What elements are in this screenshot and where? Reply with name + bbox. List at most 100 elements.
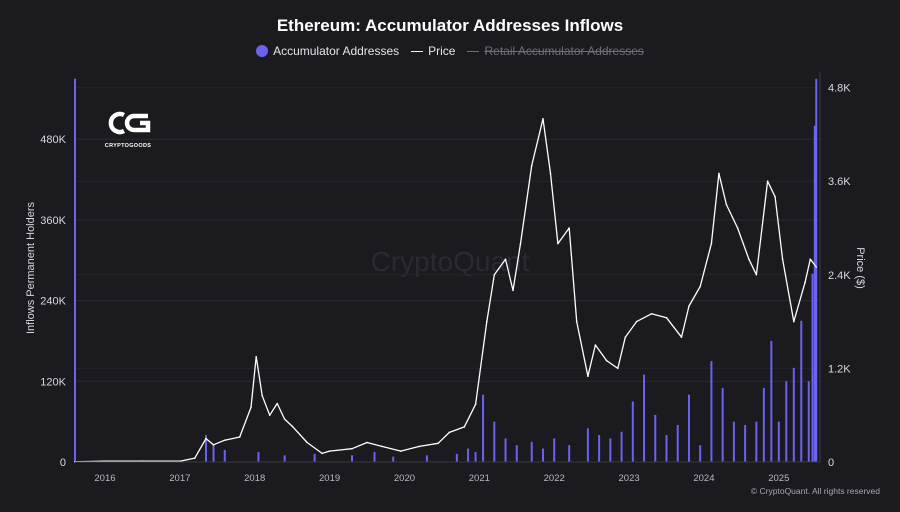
accumulator-bars <box>74 78 818 463</box>
legend-label: Retail Accumulator Addresses <box>484 44 644 58</box>
price-point <box>238 436 241 438</box>
price-point <box>321 452 323 455</box>
accumulator-bar <box>744 425 747 462</box>
x-tick-label: 2020 <box>394 473 415 484</box>
accumulator-bar <box>205 435 208 462</box>
accumulator-bar <box>313 453 316 462</box>
accumulator-bar <box>762 388 765 462</box>
legend-item-accumulator-addresses[interactable]: Accumulator Addresses <box>256 44 399 58</box>
y2-tick-label: 1.2K <box>828 363 851 375</box>
price-point <box>463 426 466 428</box>
price-point <box>328 450 331 452</box>
price-point <box>268 414 271 417</box>
cryptogoods-logo-icon <box>108 111 151 135</box>
price-point <box>519 242 522 245</box>
price-point <box>594 344 597 346</box>
price-point <box>261 394 263 397</box>
accumulator-bar <box>654 414 657 462</box>
legend-item-price[interactable]: Price <box>411 44 455 58</box>
x-tick-label: 2024 <box>693 473 714 484</box>
legend-line-icon <box>467 50 480 52</box>
price-point <box>605 359 608 362</box>
chart-title: Ethereum: Accumulator Addresses Inflows <box>276 16 624 35</box>
price-point <box>774 196 776 198</box>
logo-text: CRYPTOGOODS <box>104 143 152 149</box>
accumulator-bar <box>455 453 458 462</box>
accumulator-bar <box>530 441 533 462</box>
y2-tick-label: 3.6K <box>828 176 851 188</box>
x-tick-label: 2016 <box>94 473 115 484</box>
accumulator-bar <box>351 455 354 462</box>
price-point <box>718 172 720 175</box>
y2-axis-label: Price ($) <box>854 247 866 289</box>
accumulator-bar <box>710 361 713 462</box>
price-point <box>766 180 769 182</box>
price-point <box>366 441 368 444</box>
price-point <box>250 406 252 409</box>
accumulator-bar <box>770 340 773 462</box>
price-point <box>699 285 702 288</box>
accumulator-bar <box>392 456 395 462</box>
accumulator-bar <box>676 425 679 462</box>
accumulator-bar <box>553 438 556 462</box>
x-tick-label: 2019 <box>319 473 340 484</box>
accumulator-bar <box>699 445 702 462</box>
y-tick-label: 120K <box>40 376 66 388</box>
price-point <box>542 118 544 120</box>
price-point <box>680 336 683 339</box>
price-point <box>804 281 806 284</box>
accumulator-bar <box>609 438 612 462</box>
price-point <box>493 274 496 276</box>
accumulator-bar <box>467 448 470 462</box>
accumulator-bar <box>732 421 735 462</box>
price-point <box>736 227 739 229</box>
legend-dot-icon <box>256 45 269 57</box>
price-point <box>437 442 439 445</box>
y2-tick-label: 0 <box>828 457 834 469</box>
grid <box>75 87 820 463</box>
price-point <box>530 164 533 167</box>
legend-line-icon <box>411 50 424 52</box>
accumulator-bar <box>777 421 780 462</box>
accumulator-bar <box>643 374 646 462</box>
accumulator-bar <box>474 451 477 462</box>
accumulator-bar <box>598 435 601 462</box>
price-point <box>381 445 383 448</box>
accumulator-bar <box>74 78 76 463</box>
price-point <box>276 402 278 405</box>
accumulator-bar <box>620 431 623 462</box>
price-point <box>399 450 402 452</box>
price-point <box>283 418 286 420</box>
price-point <box>635 320 638 323</box>
y-axis-label: Inflows Permanent Holders <box>25 201 37 334</box>
legend-item-retail-accumulator-addresses[interactable]: Retail Accumulator Addresses <box>467 44 644 58</box>
accumulator-bar <box>785 381 788 462</box>
accumulator-bar <box>687 394 690 462</box>
legend: Accumulator Addresses Price Retail Accum… <box>0 44 900 58</box>
y-tick-label: 240K <box>40 296 66 308</box>
x-tick-label: 2022 <box>544 473 565 484</box>
accumulator-bar <box>815 78 818 463</box>
x-tick-label: 2018 <box>244 473 265 484</box>
y-tick-label: 0 <box>60 457 66 469</box>
price-point <box>223 439 226 441</box>
accumulator-bar <box>813 125 816 463</box>
accumulator-bar <box>755 421 758 462</box>
price-point <box>725 203 728 206</box>
accumulator-bar <box>425 455 428 462</box>
price-point <box>688 305 690 307</box>
price-point <box>418 445 421 448</box>
accumulator-bar <box>631 401 634 462</box>
price-point <box>255 355 257 358</box>
accumulator-bar <box>515 445 518 462</box>
y-tick-label: 360K <box>40 215 66 227</box>
y2-tick-label: 2.4K <box>828 270 851 282</box>
price-point <box>448 431 451 434</box>
cryptogoods-logo: CRYPTOGOODS <box>100 110 156 149</box>
accumulator-bar <box>283 455 286 462</box>
accumulator-bar <box>721 388 724 462</box>
price-point <box>575 320 578 323</box>
price-point <box>624 336 627 339</box>
accumulator-bar <box>223 449 226 462</box>
